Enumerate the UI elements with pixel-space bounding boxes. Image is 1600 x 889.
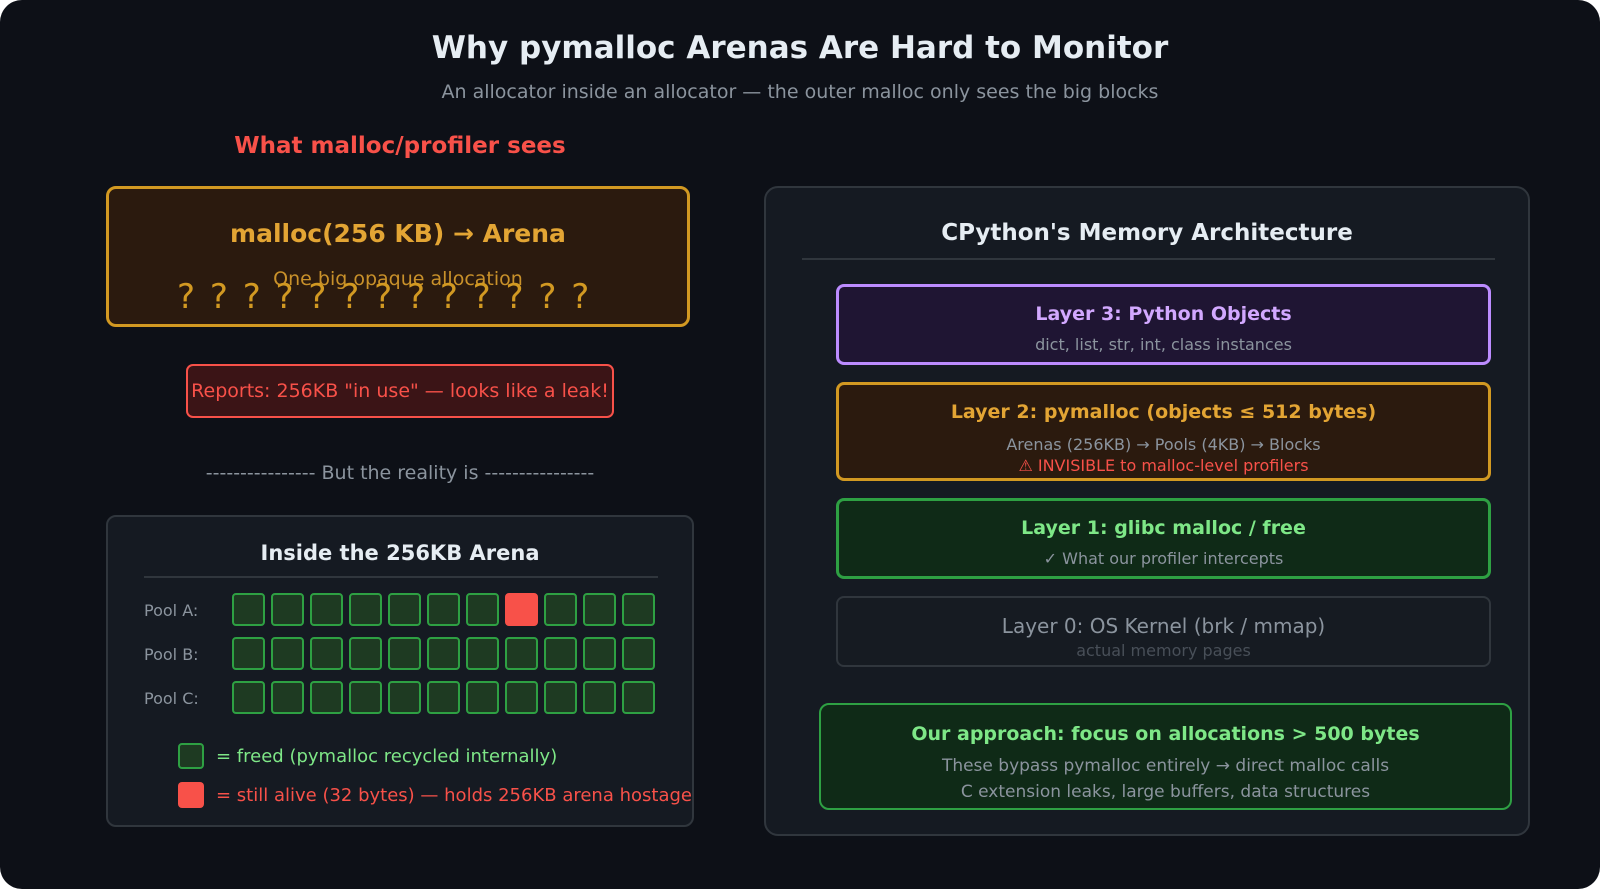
freed-block	[271, 593, 304, 626]
freed-block	[349, 637, 382, 670]
legend-freed-swatch	[178, 743, 204, 769]
approach-title: Our approach: focus on allocations > 500…	[911, 723, 1420, 745]
leak-report-box: Reports: 256KB "in use" — looks like a l…	[186, 364, 614, 418]
freed-block	[427, 637, 460, 670]
freed-block	[622, 681, 655, 714]
freed-block	[622, 593, 655, 626]
layer-0-box: Layer 0: OS Kernel (brk / mmap) actual m…	[836, 596, 1491, 667]
layer-2-subtitle: Arenas (256KB) → Pools (4KB) → Blocks	[1006, 435, 1321, 454]
layer-1-box: Layer 1: glibc malloc / free ✓ What our …	[836, 498, 1491, 579]
freed-block	[310, 681, 343, 714]
arena-box-title: malloc(256 KB) → Arena	[230, 219, 566, 248]
layer-3-subtitle: dict, list, str, int, class instances	[1035, 335, 1292, 354]
freed-block	[505, 637, 538, 670]
freed-block	[349, 593, 382, 626]
pool-a-label: Pool A:	[144, 601, 199, 620]
alive-block	[505, 593, 538, 626]
architecture-title: CPython's Memory Architecture	[941, 220, 1353, 246]
arena-internals-title: Inside the 256KB Arena	[260, 541, 540, 565]
approach-box: Our approach: focus on allocations > 500…	[819, 703, 1512, 810]
freed-block	[310, 637, 343, 670]
freed-block	[544, 637, 577, 670]
opaque-arena-box: malloc(256 KB) → Arena One big opaque al…	[106, 186, 690, 327]
layer-3-title: Layer 3: Python Objects	[1035, 303, 1292, 325]
pool-b-label: Pool B:	[144, 645, 199, 664]
legend-alive-swatch	[178, 782, 204, 808]
freed-block	[544, 681, 577, 714]
diagram-title: Why pymalloc Arenas Are Hard to Monitor	[431, 30, 1169, 66]
legend-alive-text: = still alive (32 bytes) — holds 256KB a…	[216, 785, 692, 806]
arena-box-subtitle: One big opaque allocation	[273, 268, 523, 290]
freed-block	[427, 593, 460, 626]
layer-3-box: Layer 3: Python Objects dict, list, str,…	[836, 284, 1491, 365]
freed-block	[310, 593, 343, 626]
layer-2-warning: ⚠ INVISIBLE to malloc-level profilers	[1018, 456, 1309, 475]
freed-block	[622, 637, 655, 670]
arena-internals-divider	[144, 576, 658, 578]
approach-line-1: These bypass pymalloc entirely → direct …	[941, 756, 1390, 776]
freed-block	[271, 637, 304, 670]
arena-internals-box: Inside the 256KB Arena Pool A: Pool B: P…	[106, 515, 694, 827]
layer-2-box: Layer 2: pymalloc (objects ≤ 512 bytes) …	[836, 382, 1491, 481]
freed-block	[349, 681, 382, 714]
reality-divider: ---------------- But the reality is ----…	[205, 462, 595, 484]
diagram-subtitle: An allocator inside an allocator — the o…	[441, 81, 1159, 103]
freed-block	[466, 681, 499, 714]
leak-report-text: Reports: 256KB "in use" — looks like a l…	[191, 380, 609, 402]
freed-block	[388, 637, 421, 670]
architecture-panel: CPython's Memory Architecture Layer 3: P…	[764, 186, 1530, 836]
freed-block	[388, 593, 421, 626]
pool-c-label: Pool C:	[144, 689, 199, 708]
architecture-divider	[802, 258, 1495, 260]
freed-block	[271, 681, 304, 714]
freed-block	[583, 593, 616, 626]
freed-block	[544, 593, 577, 626]
legend-freed-text: = freed (pymalloc recycled internally)	[216, 746, 558, 767]
freed-block	[466, 593, 499, 626]
profiler-view-heading: What malloc/profiler sees	[234, 133, 566, 159]
freed-block	[388, 681, 421, 714]
freed-block	[583, 681, 616, 714]
layer-2-title: Layer 2: pymalloc (objects ≤ 512 bytes)	[950, 401, 1377, 423]
freed-block	[505, 681, 538, 714]
layer-1-subtitle: ✓ What our profiler intercepts	[1043, 549, 1284, 568]
approach-line-2: C extension leaks, large buffers, data s…	[960, 782, 1371, 802]
question-marks: ? ? ? ? ? ? ? ? ? ? ? ? ?	[177, 277, 592, 317]
freed-block	[466, 637, 499, 670]
freed-block	[427, 681, 460, 714]
freed-block	[232, 637, 265, 670]
freed-block	[232, 681, 265, 714]
layer-1-title: Layer 1: glibc malloc / free	[1021, 517, 1306, 539]
layer-0-title: Layer 0: OS Kernel (brk / mmap)	[1001, 614, 1326, 638]
freed-block	[232, 593, 265, 626]
freed-block	[583, 637, 616, 670]
layer-0-subtitle: actual memory pages	[1076, 641, 1251, 660]
